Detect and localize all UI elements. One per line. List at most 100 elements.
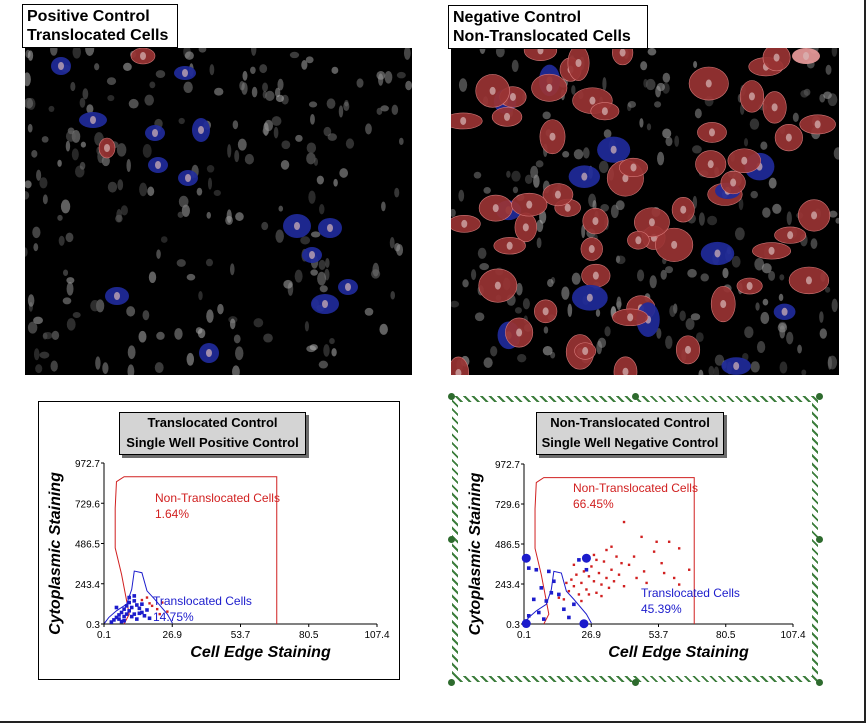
nucleus-mark bbox=[102, 362, 109, 374]
cell-nucleus-mark bbox=[680, 205, 687, 214]
resize-handle-br[interactable] bbox=[816, 679, 823, 686]
nucleus-mark bbox=[310, 231, 321, 238]
cell-nucleus-mark bbox=[554, 190, 561, 199]
nucleus-mark bbox=[645, 78, 656, 91]
cell-nucleus-mark bbox=[104, 144, 110, 152]
cell-nucleus-mark bbox=[708, 128, 715, 137]
micrograph-negative-label-line1: Negative Control bbox=[453, 9, 582, 26]
nucleus-mark bbox=[310, 113, 315, 125]
nucleus-mark bbox=[458, 189, 465, 202]
nucleus-mark bbox=[713, 366, 720, 375]
nucleus-mark bbox=[738, 198, 744, 211]
chart-0-point-nontranslocated bbox=[166, 610, 169, 613]
nucleus-mark bbox=[309, 344, 318, 351]
nucleus-mark bbox=[235, 346, 244, 361]
cell-nucleus-mark bbox=[506, 241, 513, 250]
cell-nucleus-mark bbox=[589, 96, 596, 105]
nucleus-mark bbox=[181, 204, 190, 217]
chart-positive-title-line2: Single Well Positive Control bbox=[126, 435, 299, 450]
chart-0-point-translocated bbox=[129, 614, 134, 619]
chart-0-point-translocated bbox=[142, 613, 147, 618]
nucleus-mark bbox=[356, 78, 364, 88]
chart-0-point-nontranslocated bbox=[161, 601, 164, 604]
nucleus-mark bbox=[331, 66, 339, 74]
nucleus-mark bbox=[768, 177, 777, 189]
cell-nucleus-mark bbox=[803, 52, 809, 60]
cell-nucleus-mark bbox=[581, 172, 588, 181]
nucleus-mark bbox=[184, 51, 194, 60]
resize-handle-tr[interactable] bbox=[816, 393, 823, 400]
cell-nucleus-mark bbox=[705, 79, 712, 88]
nucleus-mark bbox=[316, 175, 324, 185]
resize-handle-mr[interactable] bbox=[816, 536, 823, 543]
micrograph-positive-label-line1: Positive Control bbox=[27, 8, 150, 25]
nucleus-mark bbox=[511, 170, 521, 182]
nucleus-mark bbox=[25, 97, 34, 109]
nucleus-mark bbox=[627, 100, 637, 108]
nucleus-mark bbox=[60, 199, 71, 214]
nucleus-mark bbox=[226, 209, 232, 223]
nucleus-mark bbox=[640, 61, 648, 71]
nucleus-mark bbox=[198, 290, 203, 301]
nucleus-mark bbox=[345, 138, 355, 149]
nucleus-mark bbox=[241, 82, 248, 95]
chart-0-y-tick-label: 729.6 bbox=[75, 499, 100, 510]
nucleus-mark bbox=[674, 135, 680, 147]
chart-positive-title: Translocated Control Single Well Positiv… bbox=[119, 412, 306, 455]
chart-0-point-translocated bbox=[147, 616, 152, 621]
nucleus-mark bbox=[473, 171, 482, 179]
nucleus-mark bbox=[142, 310, 150, 321]
selection-frame[interactable] bbox=[452, 396, 818, 682]
nucleus-mark bbox=[462, 279, 469, 288]
nucleus-mark bbox=[42, 194, 48, 205]
nucleus-mark bbox=[176, 259, 186, 267]
nucleus-mark bbox=[391, 104, 399, 116]
nucleus-mark bbox=[755, 302, 760, 311]
chart-0-y-tick-label: 486.5 bbox=[75, 540, 100, 551]
nucleus-mark bbox=[597, 337, 607, 349]
nucleus-mark bbox=[82, 88, 89, 100]
nucleus-mark bbox=[48, 105, 55, 113]
resize-handle-tl[interactable] bbox=[448, 393, 455, 400]
nucleus-mark bbox=[756, 341, 766, 353]
micrograph-positive bbox=[25, 48, 412, 375]
nucleus-mark bbox=[234, 149, 240, 163]
chart-0-point-nontranslocated bbox=[155, 607, 159, 611]
nucleus-mark bbox=[214, 87, 224, 96]
resize-handle-ml[interactable] bbox=[448, 536, 455, 543]
nucleus-mark bbox=[827, 355, 838, 370]
chart-positive-plot: 0.1 26.9 53.7 80.5 107.4 0.3 243.4 486.5 729.6 97… bbox=[47, 459, 390, 661]
nucleus-mark bbox=[36, 169, 42, 181]
nucleus-mark bbox=[280, 159, 290, 170]
nucleus-mark bbox=[317, 271, 327, 286]
nucleus-mark bbox=[561, 286, 570, 300]
nucleus-mark bbox=[229, 263, 235, 276]
nucleus-mark bbox=[639, 118, 644, 128]
resize-handle-bl[interactable] bbox=[448, 679, 455, 686]
cell-nucleus-mark bbox=[509, 92, 516, 101]
cell-nucleus-mark bbox=[768, 246, 775, 255]
nucleus-mark bbox=[277, 78, 284, 91]
nucleus-mark bbox=[797, 344, 802, 354]
nucleus-mark bbox=[273, 126, 279, 139]
nucleus-mark bbox=[319, 204, 325, 215]
nucleus-mark bbox=[772, 203, 782, 214]
nucleus-mark bbox=[654, 101, 662, 108]
nucleus-mark bbox=[183, 81, 193, 93]
chart-0-point-translocated bbox=[135, 603, 139, 607]
nucleus-mark bbox=[692, 145, 702, 154]
nucleus-mark bbox=[542, 111, 551, 120]
resize-handle-bm[interactable] bbox=[632, 679, 639, 686]
nucleus-mark bbox=[186, 273, 196, 281]
cell-nucleus-mark bbox=[805, 276, 812, 285]
nucleus-mark bbox=[610, 204, 619, 219]
chart-0-point-translocated bbox=[122, 607, 126, 611]
chart-0-x-axis-label: Cell Edge Staining bbox=[190, 644, 331, 661]
nucleus-mark bbox=[396, 244, 404, 256]
nucleus-mark bbox=[227, 144, 232, 158]
nucleus-mark bbox=[477, 247, 487, 259]
nucleus-mark bbox=[25, 247, 28, 257]
chart-positive-panel[interactable]: Translocated Control Single Well Positiv… bbox=[38, 401, 400, 680]
resize-handle-tm[interactable] bbox=[632, 393, 639, 400]
nucleus-mark bbox=[138, 330, 147, 343]
